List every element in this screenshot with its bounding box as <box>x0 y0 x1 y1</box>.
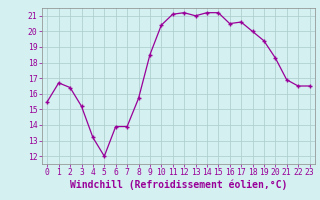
X-axis label: Windchill (Refroidissement éolien,°C): Windchill (Refroidissement éolien,°C) <box>70 180 287 190</box>
